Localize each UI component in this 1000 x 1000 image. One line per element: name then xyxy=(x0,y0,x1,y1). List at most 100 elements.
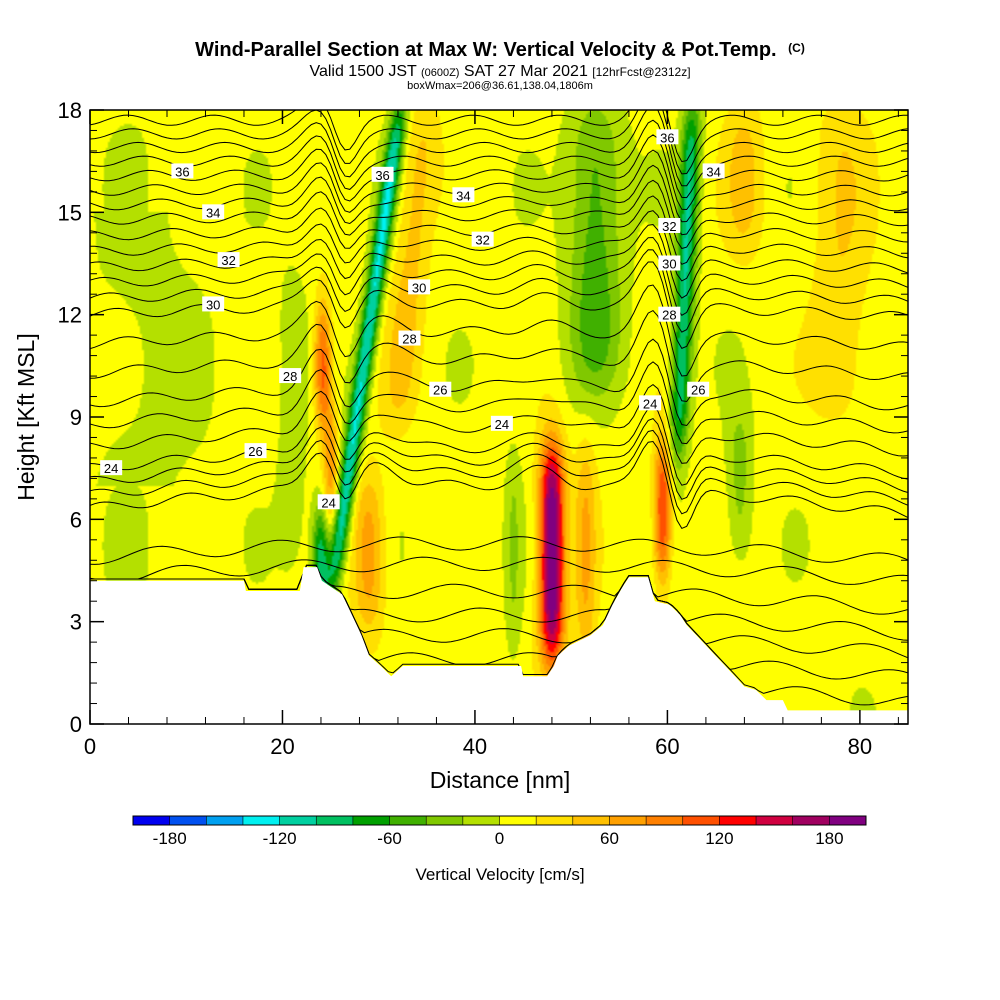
theta-label-bg xyxy=(490,415,513,431)
colorbar-swatch xyxy=(646,816,684,825)
theta-contour xyxy=(90,361,908,445)
theta-label: 32 xyxy=(471,231,494,248)
theta-label-text: 32 xyxy=(221,253,235,268)
theta-label-text: 28 xyxy=(402,332,416,347)
theta-label: 36 xyxy=(171,163,194,179)
x-tick-label: 20 xyxy=(270,734,294,759)
colorbar-swatch xyxy=(426,816,464,825)
theta-labels: 24 24 24 24 26 26 26 28 28 28 30 30 30 32 32 32 34 34 34 36… xyxy=(100,129,725,510)
chart-title-text: Wind-Parallel Section at Max W: Vertical… xyxy=(195,39,776,61)
theta-contour-26 xyxy=(90,405,908,486)
theta-label: 36 xyxy=(371,166,394,183)
theta-label-bg xyxy=(471,231,494,247)
colorbar-tick-label: 120 xyxy=(705,829,733,848)
theta-contour-24 xyxy=(90,440,908,530)
theta-contour xyxy=(90,164,908,236)
colorbar-tick-label: -60 xyxy=(377,829,402,848)
theta-contour xyxy=(90,110,908,163)
theta-label-bg xyxy=(317,494,340,510)
theta-label-text: 26 xyxy=(691,383,705,398)
theta-contour xyxy=(90,284,908,377)
colorbar-swatch xyxy=(499,816,537,825)
theta-label-bg xyxy=(279,368,302,384)
theta-label-bg xyxy=(244,443,267,459)
x-tick-label: 0 xyxy=(84,734,96,759)
chart-title: Wind-Parallel Section at Max W: Vertical… xyxy=(195,39,805,61)
colorbar: -180 -120 -60 0 60 120 180 xyxy=(132,815,867,848)
subtitle-date: SAT 27 Mar 2021 xyxy=(464,63,588,80)
theta-label-text: 24 xyxy=(321,495,335,510)
colorbar-swatch xyxy=(719,816,757,825)
theta-label-text: 34 xyxy=(706,164,720,179)
box-info: boxWmax=206@36.61,138.04,1806m xyxy=(407,80,593,92)
copyright-mark: (C) xyxy=(788,41,805,55)
theta-label: 30 xyxy=(658,255,681,272)
colorbar-swatch xyxy=(169,816,207,825)
theta-label-bg xyxy=(687,381,710,397)
colorbar-swatch xyxy=(756,816,793,825)
subtitle-valid: Valid 1500 JST xyxy=(309,63,417,80)
theta-label-bg xyxy=(408,279,431,295)
theta-label-bg xyxy=(202,296,225,312)
theta-contour xyxy=(90,195,908,265)
theta-label: 28 xyxy=(279,368,302,384)
colorbar-swatch xyxy=(389,816,427,825)
theta-contour xyxy=(90,249,908,333)
theta-label: 32 xyxy=(658,217,681,234)
subtitle-forecast: [12hrFcst@2312z] xyxy=(592,65,690,79)
theta-label-text: 26 xyxy=(433,383,447,398)
colorbar-tick-label: -180 xyxy=(153,829,187,848)
chart-subtitle: Valid 1500 JST (0600Z) SAT 27 Mar 2021 [… xyxy=(309,63,690,80)
theta-label: 24 xyxy=(490,415,513,432)
colorbar-swatch xyxy=(829,816,867,825)
theta-contour-32 xyxy=(90,223,908,299)
theta-label-text: 36 xyxy=(660,130,674,145)
theta-label-text: 24 xyxy=(495,417,509,432)
theta-label-text: 28 xyxy=(283,369,297,384)
theta-label-bg xyxy=(656,129,679,145)
colorbar-tick-label: 60 xyxy=(600,829,619,848)
colorbar-tick-label: 180 xyxy=(815,829,843,848)
theta-contour xyxy=(90,110,908,175)
theta-contour-low xyxy=(90,536,908,565)
colorbar-swatch xyxy=(536,816,574,825)
theta-contour-34 xyxy=(90,179,908,250)
theta-contour xyxy=(90,110,908,187)
theta-label: 36 xyxy=(656,129,679,145)
theta-label-bg xyxy=(202,204,225,220)
colorbar-swatch xyxy=(133,816,170,825)
theta-label: 28 xyxy=(658,306,681,323)
colorbar-swatch xyxy=(279,816,317,825)
theta-contour-low xyxy=(90,564,908,706)
colorbar-swatch xyxy=(316,816,354,825)
theta-label: 34 xyxy=(452,187,475,203)
theta-label-text: 36 xyxy=(175,164,189,179)
theta-label-text: 24 xyxy=(104,461,118,476)
colorbar-swatch xyxy=(609,816,647,825)
theta-label: 26 xyxy=(429,381,452,398)
theta-label: 32 xyxy=(217,252,240,268)
x-tick-label: 60 xyxy=(655,734,679,759)
theta-label-text: 30 xyxy=(206,297,220,312)
colorbar-swatch xyxy=(572,816,610,825)
y-tick-label: 18 xyxy=(58,98,82,123)
theta-label-bg xyxy=(398,330,421,346)
theta-label: 34 xyxy=(702,163,725,179)
y-tick-label: 15 xyxy=(58,200,82,225)
theta-label-bg xyxy=(171,163,194,179)
theta-label: 30 xyxy=(408,279,431,295)
theta-label-bg xyxy=(658,255,681,271)
theta-label-text: 30 xyxy=(662,257,676,272)
theta-label-text: 32 xyxy=(475,233,489,248)
theta-contour xyxy=(90,236,908,316)
colorbar-swatch xyxy=(462,816,500,825)
colorbar-swatch xyxy=(682,816,720,825)
theta-contour xyxy=(90,429,908,515)
y-tick-label: 12 xyxy=(58,303,82,328)
colorbar-tick-label: -120 xyxy=(263,829,297,848)
subtitle-utc: (0600Z) xyxy=(421,67,460,79)
theta-label-text: 32 xyxy=(662,219,676,234)
theta-label: 34 xyxy=(202,204,225,220)
